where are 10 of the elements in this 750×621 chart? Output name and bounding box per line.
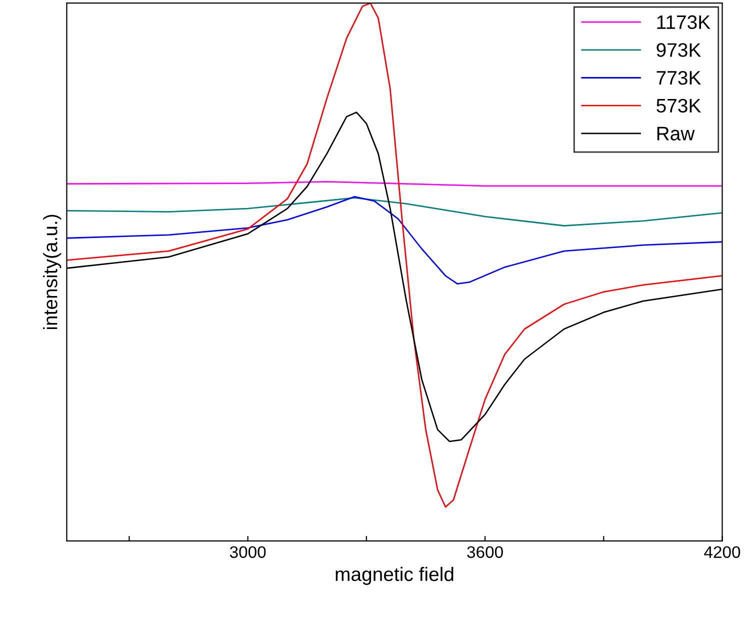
x-tick-label: 3000: [230, 546, 266, 558]
legend-label: 973K: [656, 43, 701, 57]
y-axis-title: intensity(a.u.): [43, 214, 62, 330]
legend-label: 573K: [656, 98, 701, 113]
legend-label: 773K: [656, 70, 701, 85]
legend-label: Raw: [657, 126, 695, 140]
x-tick-label: 4200: [704, 546, 740, 558]
x-axis-title: magnetic field: [336, 566, 454, 585]
legend-label: 1173K: [657, 15, 710, 30]
x-tick-label: 3600: [467, 546, 503, 558]
